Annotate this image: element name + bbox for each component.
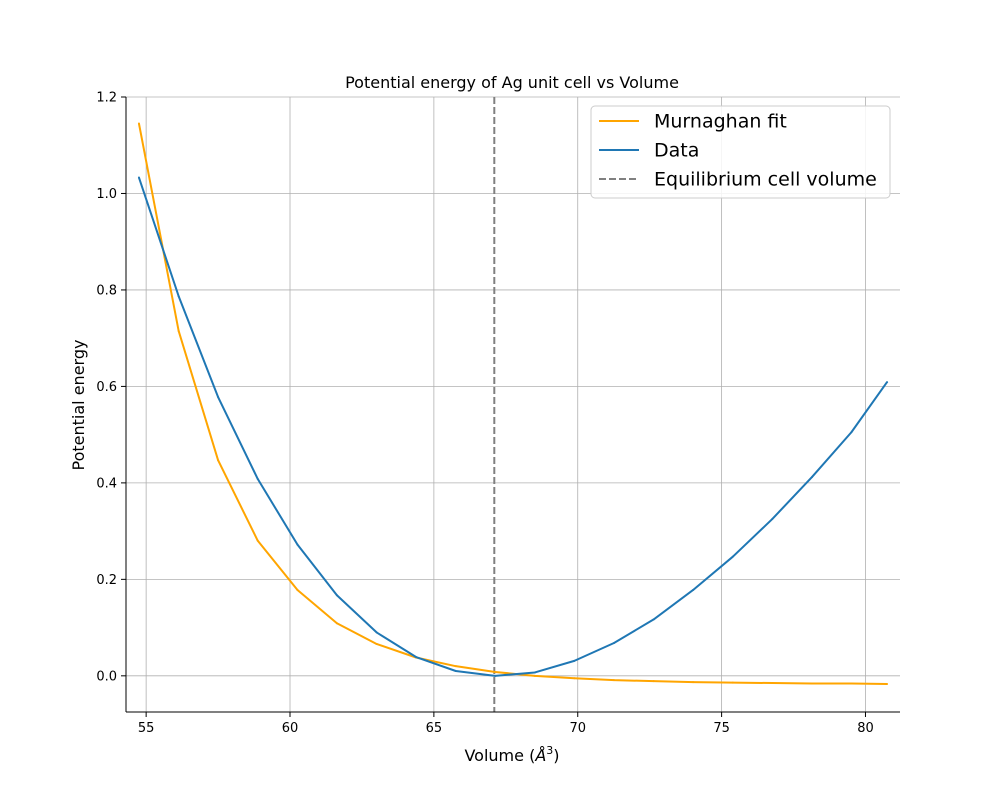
y-tick-label: 1.2: [96, 91, 117, 106]
data-point-murnaghan-fit: [692, 681, 695, 684]
data-point-data: [850, 431, 853, 434]
data-point-data: [652, 618, 655, 621]
data-point-murnaghan-fit: [137, 122, 140, 125]
data-point-data: [177, 295, 180, 298]
x-axis-label-unit: Å: [534, 746, 546, 765]
data-point-murnaghan-fit: [573, 677, 576, 680]
chart-title: Potential energy of Ag unit cell vs Volu…: [345, 73, 679, 92]
x-ticks: 55 60 65 70 75 80: [138, 712, 874, 736]
data-point-data: [612, 642, 615, 645]
data-point-data: [494, 674, 497, 677]
y-tick-label: 0.0: [96, 669, 117, 684]
series-line-murnaghan-fit: [137, 123, 888, 686]
x-tick-label: 75: [713, 721, 730, 736]
data-point-data: [335, 594, 338, 597]
data-point-murnaghan-fit: [217, 459, 220, 462]
data-point-data: [137, 176, 140, 179]
y-tick-label: 0.2: [96, 573, 117, 588]
x-tick-label: 55: [138, 721, 155, 736]
data-point-murnaghan-fit: [296, 588, 299, 591]
series-layer: [137, 122, 889, 686]
x-tick-label: 60: [282, 721, 299, 736]
data-point-murnaghan-fit: [612, 679, 615, 682]
data-point-murnaghan-fit: [454, 665, 457, 668]
data-point-data: [573, 659, 576, 662]
data-point-murnaghan-fit: [177, 329, 180, 332]
legend-label: Data: [654, 140, 699, 162]
data-point-murnaghan-fit: [771, 682, 774, 685]
data-point-data: [771, 518, 774, 521]
x-axis-label: Volume (Å3): [464, 744, 559, 765]
x-tick-label: 80: [857, 721, 874, 736]
data-point-data: [217, 396, 220, 399]
y-tick-label: 0.6: [96, 380, 117, 395]
legend-label: Equilibrium cell volume: [654, 169, 877, 191]
data-point-murnaghan-fit: [810, 682, 813, 685]
y-tick-label: 0.8: [96, 283, 117, 298]
x-tick-label: 65: [426, 721, 443, 736]
legend-label: Murnaghan fit: [654, 111, 787, 133]
data-point-data: [692, 588, 695, 591]
data-point-data: [415, 656, 418, 659]
axes: [125, 97, 900, 713]
data-point-murnaghan-fit: [850, 682, 853, 685]
data-point-data: [454, 670, 457, 672]
data-point-murnaghan-fit: [494, 670, 497, 673]
legend-box: [590, 105, 891, 199]
y-tick-label: 1.0: [96, 187, 117, 202]
data-point-data: [810, 476, 813, 479]
data-point-data: [256, 478, 259, 481]
series-line-data: [137, 177, 888, 677]
legend: Murnaghan fit Data Equilibrium cell volume: [590, 105, 891, 199]
data-point-murnaghan-fit: [652, 680, 655, 683]
data-point-murnaghan-fit: [256, 539, 259, 542]
x-axis-label-close: ): [553, 746, 559, 765]
data-point-data: [533, 671, 536, 674]
data-point-data: [375, 631, 378, 634]
grid: [126, 96, 900, 712]
data-point-murnaghan-fit: [731, 681, 734, 684]
y-axis-label: Potential energy: [69, 340, 88, 471]
y-tick-label: 0.4: [96, 476, 117, 491]
x-tick-label: 70: [569, 721, 586, 736]
data-point-murnaghan-fit: [886, 683, 889, 686]
data-point-murnaghan-fit: [335, 622, 338, 625]
data-point-data: [731, 555, 734, 558]
data-point-data: [886, 381, 889, 384]
data-point-murnaghan-fit: [375, 642, 378, 645]
x-axis-label-exponent: 3: [546, 744, 553, 757]
y-ticks: 0.0 0.2 0.4 0.6 0.8 1.0 1.2: [96, 91, 126, 684]
x-axis-label-text: Volume (: [464, 746, 535, 765]
data-point-murnaghan-fit: [533, 674, 536, 677]
data-point-data: [296, 543, 299, 546]
